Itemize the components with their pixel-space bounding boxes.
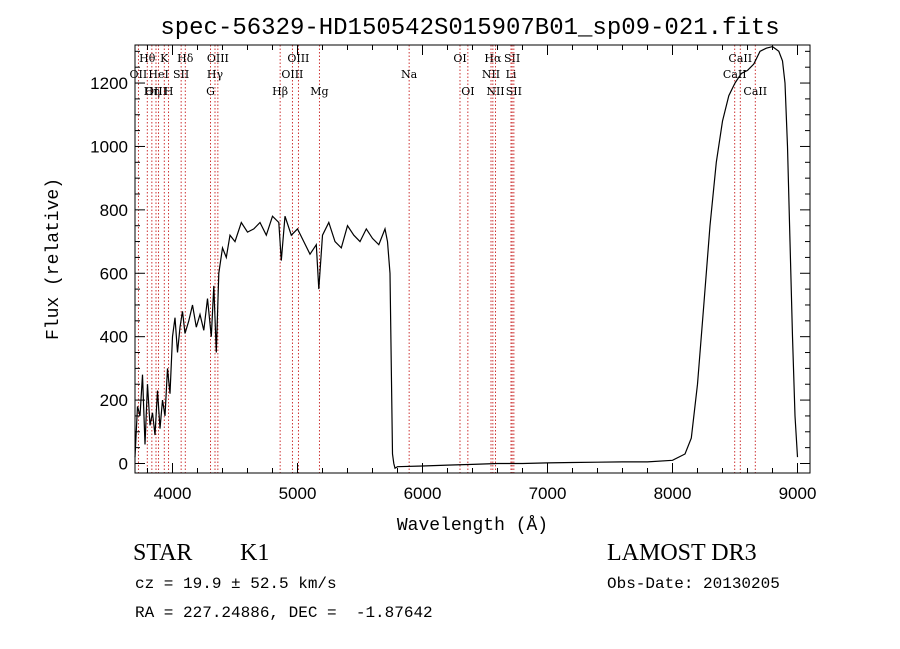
y-tick-label: 1000 — [90, 137, 128, 156]
x-tick-label: 6000 — [404, 484, 442, 503]
spectral-line-label: H — [164, 85, 174, 98]
spectral-line-label: OIII — [287, 52, 309, 65]
y-tick-label: 800 — [100, 201, 128, 220]
plot-frame — [134, 44, 811, 474]
spectral-line-label: SII — [173, 68, 189, 81]
spectral-line-label: HeI — [148, 68, 168, 81]
x-tick-label: 7000 — [529, 484, 567, 503]
sky-coordinates: RA = 227.24886, DEC = -1.87642 — [135, 604, 433, 622]
spectral-line-label: OI — [461, 85, 474, 98]
spectral-line-label: OI — [453, 52, 466, 65]
spectral-line-label: OIII — [281, 68, 303, 81]
spectral-line-label: OII — [130, 68, 148, 81]
y-tick-label: 200 — [100, 391, 128, 410]
spectral-line-label: CaII — [743, 85, 767, 98]
spectrum-chart: spec-56329-HD150542S015907B01_sp09-021.f… — [44, 15, 817, 536]
redshift-value: cz = 19.9 ± 52.5 km/s — [135, 575, 337, 593]
object-class: STAR — [133, 540, 193, 566]
spectral-line-label: Hθ — [139, 52, 156, 65]
y-tick-label: 1200 — [90, 74, 128, 93]
spectral-line-label: Hη — [144, 85, 160, 98]
survey-label: LAMOST DR3 — [607, 540, 757, 566]
spectral-line-label: Hγ — [207, 68, 224, 81]
spectral-line-label: Na — [401, 68, 418, 81]
spectral-line-label: K — [160, 52, 169, 65]
spectral-line-label: Li — [506, 68, 517, 81]
x-tick-label: 8000 — [654, 484, 692, 503]
spectral-line-label: CaII — [723, 68, 747, 81]
spectral-line-label: Mg — [310, 85, 328, 98]
x-tick-label: 4000 — [154, 484, 192, 503]
x-axis-label: Wavelength (Å) — [397, 515, 548, 536]
spectral-line-label: Hδ — [177, 52, 194, 65]
spectral-line-label: NII — [486, 85, 504, 98]
spectrum-line — [134, 45, 799, 470]
spectral-line-label: NII — [482, 68, 500, 81]
x-tick-label: 9000 — [779, 484, 817, 503]
spectral-line-label: SII — [506, 85, 522, 98]
observation-date: Obs-Date: 20130205 — [607, 575, 780, 593]
spectral-line-label: SII — [504, 52, 520, 65]
y-tick-label: 600 — [100, 264, 128, 283]
y-tick-label: 0 — [119, 454, 128, 473]
spectral-line-label: CaII — [728, 52, 752, 65]
spectral-line-label: OIII — [145, 85, 167, 98]
spectral-line-label: Hβ — [272, 85, 288, 98]
object-subclass: K1 — [240, 540, 270, 566]
x-tick-label: 5000 — [279, 484, 317, 503]
spectral-line-label: Hα — [484, 52, 502, 65]
spectral-line-label: G — [206, 85, 215, 98]
spectral-line-label: OIII — [207, 52, 229, 65]
chart-title: spec-56329-HD150542S015907B01_sp09-021.f… — [160, 15, 779, 42]
y-axis-label: Flux (relative) — [44, 178, 64, 340]
y-tick-label: 400 — [100, 328, 128, 347]
